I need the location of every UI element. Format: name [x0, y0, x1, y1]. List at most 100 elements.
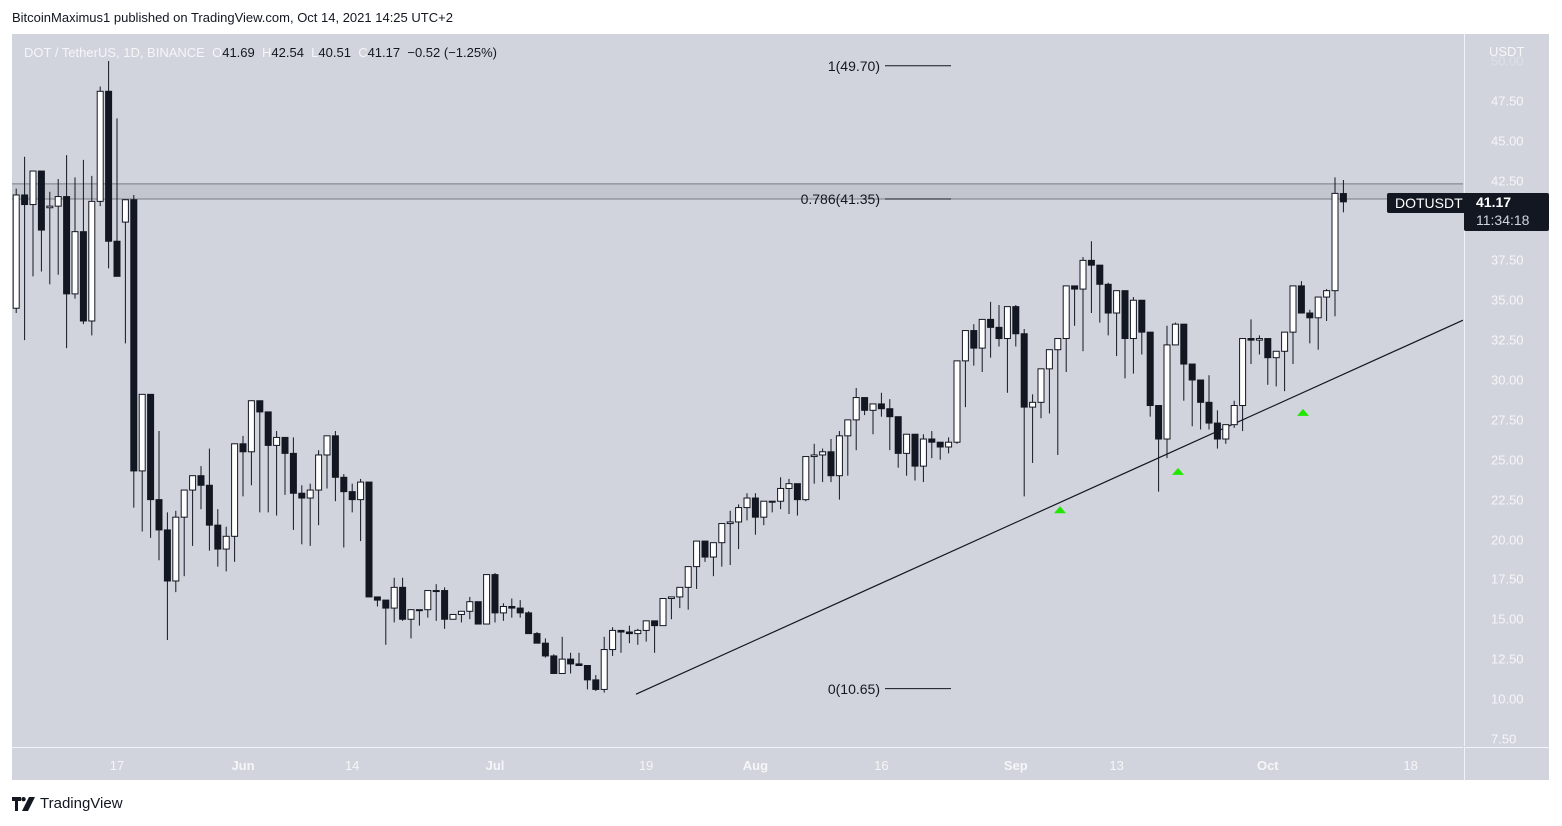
candle	[222, 526, 230, 572]
price-tick: 45.00	[1491, 133, 1524, 149]
candle	[180, 489, 188, 577]
candle	[852, 387, 860, 451]
candle	[1113, 290, 1121, 357]
candle	[1087, 241, 1095, 314]
candle	[1264, 338, 1272, 385]
candle	[1062, 285, 1070, 373]
candle	[147, 393, 155, 538]
candle	[793, 483, 801, 516]
candle	[583, 665, 591, 690]
axis-corner	[1464, 747, 1550, 781]
support-touch-marker	[1172, 467, 1184, 475]
candle	[978, 318, 986, 373]
candle	[407, 609, 415, 639]
candle	[718, 523, 726, 567]
price-tick: 20.00	[1491, 532, 1524, 547]
candle	[1272, 350, 1280, 387]
candle	[474, 601, 482, 625]
candle	[936, 441, 944, 460]
price-tick: 37.50	[1491, 252, 1524, 268]
candle	[987, 301, 995, 358]
candle	[516, 600, 524, 618]
candle	[46, 191, 54, 285]
time-tick: 16	[874, 758, 889, 773]
candle	[466, 596, 474, 620]
time-tick: Jul	[485, 758, 505, 773]
time-tick: Jun	[231, 758, 255, 773]
candle	[1045, 349, 1053, 414]
candle	[684, 566, 692, 610]
candle	[970, 324, 978, 366]
candle	[1188, 363, 1196, 427]
candle	[693, 540, 701, 589]
candle	[1029, 394, 1037, 463]
candle	[315, 450, 323, 526]
candle	[961, 330, 969, 408]
candle	[525, 611, 533, 635]
candle	[306, 483, 314, 546]
candle	[415, 609, 423, 626]
candle	[163, 512, 171, 640]
time-tick: Oct	[1256, 758, 1279, 773]
candle	[382, 599, 390, 645]
candle	[642, 620, 650, 642]
candle	[1121, 290, 1129, 379]
price-tick: 42.50	[1491, 173, 1524, 189]
candle	[1096, 264, 1104, 323]
time-tick: 18	[1403, 758, 1418, 773]
price-axis[interactable]: 50.0047.5045.0042.5040.0037.5035.0032.50…	[1464, 34, 1550, 746]
candle	[575, 652, 583, 667]
candle	[667, 596, 675, 620]
candle	[844, 419, 852, 476]
tradingview-brand[interactable]: TradingView	[12, 795, 123, 812]
candle	[1213, 410, 1221, 449]
fib-level-label: 0.786(41.35)	[800, 190, 880, 207]
candle	[449, 613, 457, 620]
low-label: L	[311, 45, 319, 60]
candle	[113, 118, 121, 277]
candle	[432, 584, 440, 621]
candle	[785, 478, 793, 514]
candle	[625, 625, 633, 644]
chart-plot-area[interactable]	[12, 34, 1463, 746]
candle	[726, 510, 734, 566]
candle	[121, 199, 129, 344]
symbol-price-tag: DOTUSDT	[1387, 193, 1473, 213]
candle	[96, 86, 104, 207]
price-tick: 7.50	[1491, 731, 1517, 747]
candle	[214, 509, 222, 567]
candle	[592, 675, 600, 692]
candle	[835, 431, 843, 500]
candle	[768, 500, 776, 513]
candle	[609, 627, 617, 656]
candle	[1222, 424, 1230, 444]
candle	[735, 504, 743, 550]
candle	[1171, 322, 1179, 346]
time-tick: Sep	[1003, 758, 1028, 773]
candle	[651, 620, 659, 653]
candle	[37, 170, 45, 272]
candle	[1129, 297, 1137, 374]
candle	[1104, 282, 1112, 336]
open-label: O	[212, 45, 223, 60]
candle	[71, 177, 79, 299]
open-value: 41.69	[222, 45, 255, 60]
support-touch-marker	[1054, 506, 1066, 514]
candle	[441, 587, 449, 629]
change-value: −0.52 (−1.25%)	[407, 45, 497, 60]
candle	[558, 636, 566, 674]
candle	[894, 416, 902, 468]
last-price: 41.17	[1476, 194, 1512, 210]
time-axis[interactable]: 17 Jun 14 Jul 19 Aug 16 Sep 13 Oct 18	[12, 747, 1463, 781]
candle	[63, 155, 71, 349]
price-unit-label: USDT	[1489, 44, 1525, 59]
candle	[264, 411, 272, 513]
candle	[1037, 368, 1045, 419]
close-label: C	[358, 45, 368, 60]
ascending-support-line[interactable]	[635, 319, 1463, 695]
symbol-title[interactable]: DOT / TetherUS, 1D, BINANCE	[24, 45, 205, 60]
last-price-tag: 41.17 11:34:18	[1464, 193, 1549, 231]
candle	[499, 603, 507, 621]
support-touch-marker	[1297, 408, 1309, 416]
candle	[205, 448, 213, 551]
